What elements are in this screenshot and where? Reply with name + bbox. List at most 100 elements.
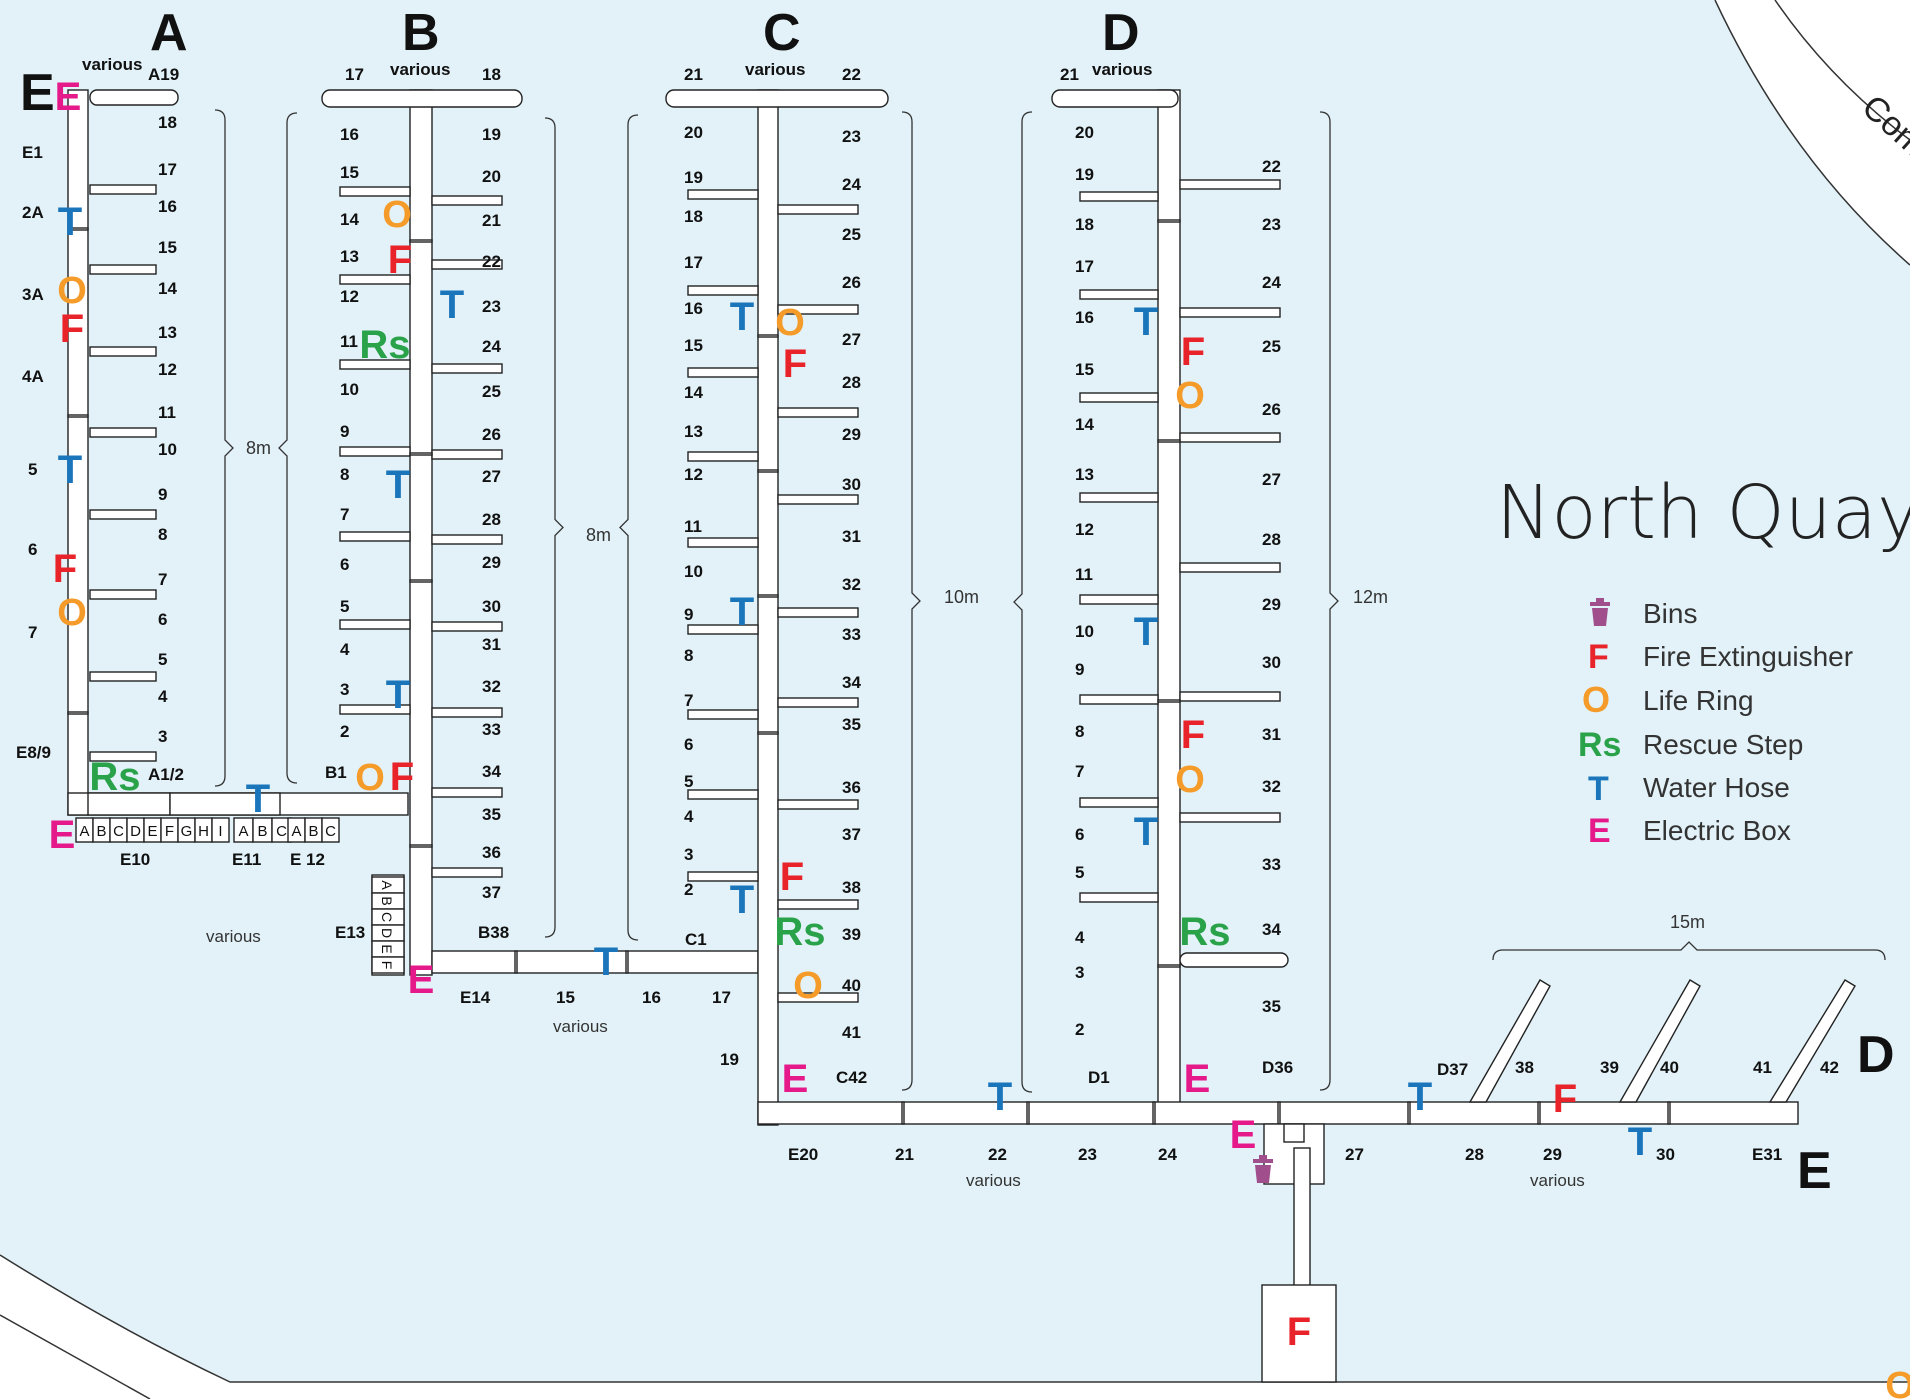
gangway-step xyxy=(1283,1123,1305,1143)
berth-c-left: 9 xyxy=(684,605,693,624)
berth-b-right: 18 xyxy=(482,65,501,84)
pier-a-joint xyxy=(67,414,89,418)
berth-b-right: 28 xyxy=(482,510,501,529)
pier-d-finger-long xyxy=(1179,952,1289,968)
water-hose-icon: T xyxy=(1134,810,1158,854)
legend-bins: Bins xyxy=(1643,598,1697,629)
berth-c-right: 33 xyxy=(842,625,861,644)
brace-d xyxy=(1319,111,1339,1091)
pier-b-finger-right xyxy=(431,534,503,545)
finger-e13-letter: F xyxy=(379,961,395,970)
berth-c-left: 18 xyxy=(684,207,703,226)
berth-d-right: 32 xyxy=(1262,777,1281,796)
berth-c-right: 35 xyxy=(842,715,861,734)
berth-b-right: 27 xyxy=(482,467,501,486)
berth-e: 29 xyxy=(1543,1145,1562,1164)
electric-box-icon: E xyxy=(1230,1113,1257,1157)
berth-d-right: 35 xyxy=(1262,997,1281,1016)
legend-ring: Life Ring xyxy=(1643,685,1754,716)
berth-e-top: 38 xyxy=(1515,1058,1534,1077)
berth-b-right: 26 xyxy=(482,425,501,444)
berth-a-right: 18 xyxy=(158,113,177,132)
pier-c-finger-right xyxy=(777,494,859,505)
electric-box-icon: E xyxy=(1184,1057,1211,1101)
life-ring-icon: O xyxy=(1175,375,1205,417)
pier-d-finger-left xyxy=(1079,392,1159,403)
finger-e10-letter: B xyxy=(96,823,106,840)
pier-b-finger-right xyxy=(431,449,503,460)
berth-c-left: 2 xyxy=(684,880,693,899)
walkway-joint xyxy=(1026,1101,1030,1125)
berth-b-left: 5 xyxy=(340,597,349,616)
pier-d-letter-right: D xyxy=(1857,1026,1895,1084)
berth-a-right: A19 xyxy=(148,65,179,84)
berth-b-left: 3 xyxy=(340,680,349,699)
life-ring-icon: O xyxy=(1885,1365,1910,1399)
pier-b-finger-left xyxy=(339,619,411,630)
pier-a-joint xyxy=(67,227,89,231)
berth-d-right: 27 xyxy=(1262,470,1281,489)
berth-d-left: 15 xyxy=(1075,360,1094,379)
life-ring-icon: O xyxy=(57,270,87,312)
pier-c-finger-right xyxy=(777,607,859,618)
life-ring-icon: O xyxy=(1175,759,1205,801)
berth-a-left: 5 xyxy=(28,460,37,479)
berth-b-left: B1 xyxy=(325,763,347,782)
berth-c-left: 21 xyxy=(684,65,703,84)
berth-a-left: E8/9 xyxy=(16,743,51,762)
pier-b-joint xyxy=(409,579,433,583)
electric-box-icon: E xyxy=(408,958,435,1002)
fire-extinguisher-icon: F xyxy=(1287,1310,1311,1354)
berth-e: E13 xyxy=(335,923,365,942)
berth-b-right: 24 xyxy=(482,337,501,356)
berth-a-right: 16 xyxy=(158,197,177,216)
berth-labels: A B C D E F G H I A B C A B CABCDEFE12A3A4A567E8/9A191… xyxy=(16,55,1839,1190)
pier-b-head xyxy=(321,89,523,108)
pier-c-head xyxy=(665,89,889,108)
angled-finger xyxy=(1618,979,1701,1103)
walkway-joint xyxy=(514,950,518,974)
berth-b-left: 17 xyxy=(345,65,364,84)
water-hose-icon: T xyxy=(730,590,754,634)
pier-d-finger-right xyxy=(1179,307,1281,318)
legend-electric: Electric Box xyxy=(1643,815,1791,846)
berth-b-left: 11 xyxy=(340,332,358,351)
berth-c-left: 16 xyxy=(684,299,703,318)
pier-c-finger-right xyxy=(777,304,859,315)
various-label: various xyxy=(553,1017,608,1036)
walkway-joint xyxy=(1667,1101,1671,1125)
berth-b-right: 37 xyxy=(482,883,501,902)
various-b: various xyxy=(390,60,450,79)
pier-d-main xyxy=(1157,89,1181,1106)
finger-e10-letter: D xyxy=(130,823,141,840)
berth-d-left: 14 xyxy=(1075,415,1094,434)
finger-e10-letter: A xyxy=(79,823,89,840)
berth-d-left: 13 xyxy=(1075,465,1094,484)
berth-a-left: E1 xyxy=(22,143,43,162)
berth-c-right: 38 xyxy=(842,878,861,897)
berth-b-left: 6 xyxy=(340,555,349,574)
legend-rescue: Rescue Step xyxy=(1643,729,1803,760)
berth-c-right: 31 xyxy=(842,527,861,546)
berth-e: E 12 xyxy=(290,850,325,869)
pier-a-finger xyxy=(89,346,157,357)
pier-d-finger-right xyxy=(1179,812,1281,823)
water-hose-icon: T xyxy=(1628,1120,1652,1164)
pier-c-joint xyxy=(757,594,779,598)
gangway xyxy=(1293,1147,1311,1289)
berth-d-right: 24 xyxy=(1262,273,1281,292)
finger-e11-letter: C xyxy=(276,823,287,840)
berth-b-left: 4 xyxy=(340,640,350,659)
berth-a-right: 13 xyxy=(158,323,177,342)
finger-e13-letter: C xyxy=(379,912,395,922)
pier-b-finger-right xyxy=(431,867,503,878)
berth-c-left: 20 xyxy=(684,123,703,142)
angled-finger xyxy=(1468,979,1551,1103)
berth-c-right: 36 xyxy=(842,778,861,797)
berth-b-right: 22 xyxy=(482,252,501,271)
fire-extinguisher-icon: F xyxy=(1181,713,1205,757)
pier-c-finger-left xyxy=(687,451,759,462)
berth-d-left: 4 xyxy=(1075,928,1085,947)
pier-c-finger-left xyxy=(687,537,759,548)
